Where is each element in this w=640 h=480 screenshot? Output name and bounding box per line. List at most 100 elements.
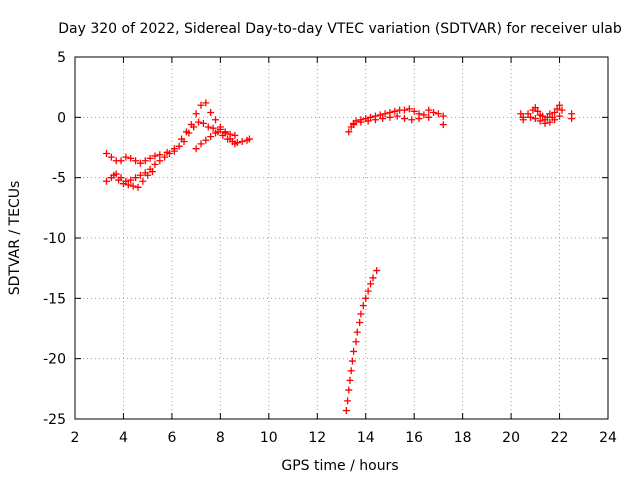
data-point <box>197 140 205 148</box>
data-point <box>207 133 215 141</box>
data-point <box>439 112 447 120</box>
data-point <box>376 111 384 119</box>
data-point <box>144 171 152 179</box>
data-point <box>221 128 229 136</box>
data-point <box>364 287 372 295</box>
data-point <box>408 116 416 124</box>
data-point <box>207 109 215 117</box>
data-point <box>146 154 154 162</box>
y-tick-label: -20 <box>43 352 66 368</box>
data-point <box>127 154 135 162</box>
data-point <box>556 112 564 120</box>
data-point <box>163 148 171 156</box>
data-point <box>367 113 375 121</box>
data-point <box>379 115 387 123</box>
data-point <box>362 294 370 302</box>
y-tick-label: 5 <box>57 50 66 66</box>
data-point <box>192 110 200 118</box>
data-point <box>115 176 123 184</box>
x-tick-label: 16 <box>405 430 423 446</box>
data-point <box>345 386 353 394</box>
data-point <box>526 113 534 121</box>
series-arc-afternoon <box>345 105 447 136</box>
data-point <box>124 181 132 189</box>
data-point <box>430 109 438 117</box>
data-point <box>209 124 217 132</box>
data-point <box>102 150 110 158</box>
data-point <box>136 159 144 167</box>
data-point <box>405 105 413 113</box>
series-arc-afternoon-lower <box>350 112 447 129</box>
data-point <box>347 367 355 375</box>
data-point <box>371 116 379 124</box>
chart-title: Day 320 of 2022, Sidereal Day-to-day VTE… <box>58 21 622 37</box>
data-point <box>212 129 220 137</box>
data-point <box>216 125 224 133</box>
data-point <box>531 104 539 112</box>
data-point <box>568 115 576 123</box>
data-point <box>369 274 377 282</box>
data-point <box>231 140 239 148</box>
data-point <box>132 157 140 165</box>
data-point <box>386 113 394 121</box>
x-tick-label: 22 <box>551 430 569 446</box>
x-tick-label: 6 <box>167 430 176 446</box>
data-points <box>102 99 576 415</box>
data-point <box>136 171 144 179</box>
data-point <box>425 106 433 114</box>
data-point <box>348 357 356 365</box>
data-point <box>102 177 110 185</box>
data-point <box>425 113 433 121</box>
data-point <box>156 151 164 159</box>
data-point <box>245 135 253 143</box>
series-arc-morning-side <box>192 125 239 153</box>
data-point <box>231 131 239 139</box>
data-point <box>393 112 401 120</box>
x-tick-label: 12 <box>308 430 326 446</box>
data-point <box>350 121 358 129</box>
y-tick-label: -15 <box>43 291 66 307</box>
data-point <box>541 119 549 127</box>
data-point <box>400 115 408 123</box>
data-point <box>212 116 220 124</box>
data-point <box>519 116 527 124</box>
series-arc-morning-upper <box>102 99 239 167</box>
data-point <box>539 112 547 120</box>
data-point <box>345 128 353 136</box>
x-tick-label: 2 <box>71 430 80 446</box>
data-point <box>524 110 532 118</box>
data-point <box>553 105 561 113</box>
data-point <box>187 121 195 129</box>
data-point <box>546 110 554 118</box>
data-point <box>439 121 447 129</box>
data-point <box>199 119 207 127</box>
data-point <box>556 101 564 109</box>
data-point <box>122 153 130 161</box>
data-point <box>151 160 159 168</box>
series-arc-morning-dip <box>110 168 157 191</box>
x-axis-label: GPS time / hours <box>281 458 398 474</box>
x-tick-label: 24 <box>599 430 617 446</box>
data-point <box>202 136 210 144</box>
data-point <box>381 110 389 118</box>
data-point <box>202 99 210 107</box>
data-point <box>238 137 246 145</box>
data-point <box>551 109 559 117</box>
data-point <box>373 267 381 275</box>
data-point <box>161 153 169 161</box>
series-arc-afternoon-drop <box>342 267 381 415</box>
x-tick-label: 18 <box>454 430 472 446</box>
series-arc-evening <box>517 101 576 124</box>
x-tick-label: 8 <box>216 430 225 446</box>
data-point <box>178 135 186 143</box>
data-point <box>156 157 164 165</box>
data-point <box>352 117 360 125</box>
y-tick-label: -5 <box>52 171 66 187</box>
data-point <box>410 107 418 115</box>
data-point <box>400 106 408 114</box>
data-point <box>182 128 190 136</box>
data-point <box>415 115 423 123</box>
data-point <box>117 157 125 165</box>
data-point <box>149 168 157 176</box>
